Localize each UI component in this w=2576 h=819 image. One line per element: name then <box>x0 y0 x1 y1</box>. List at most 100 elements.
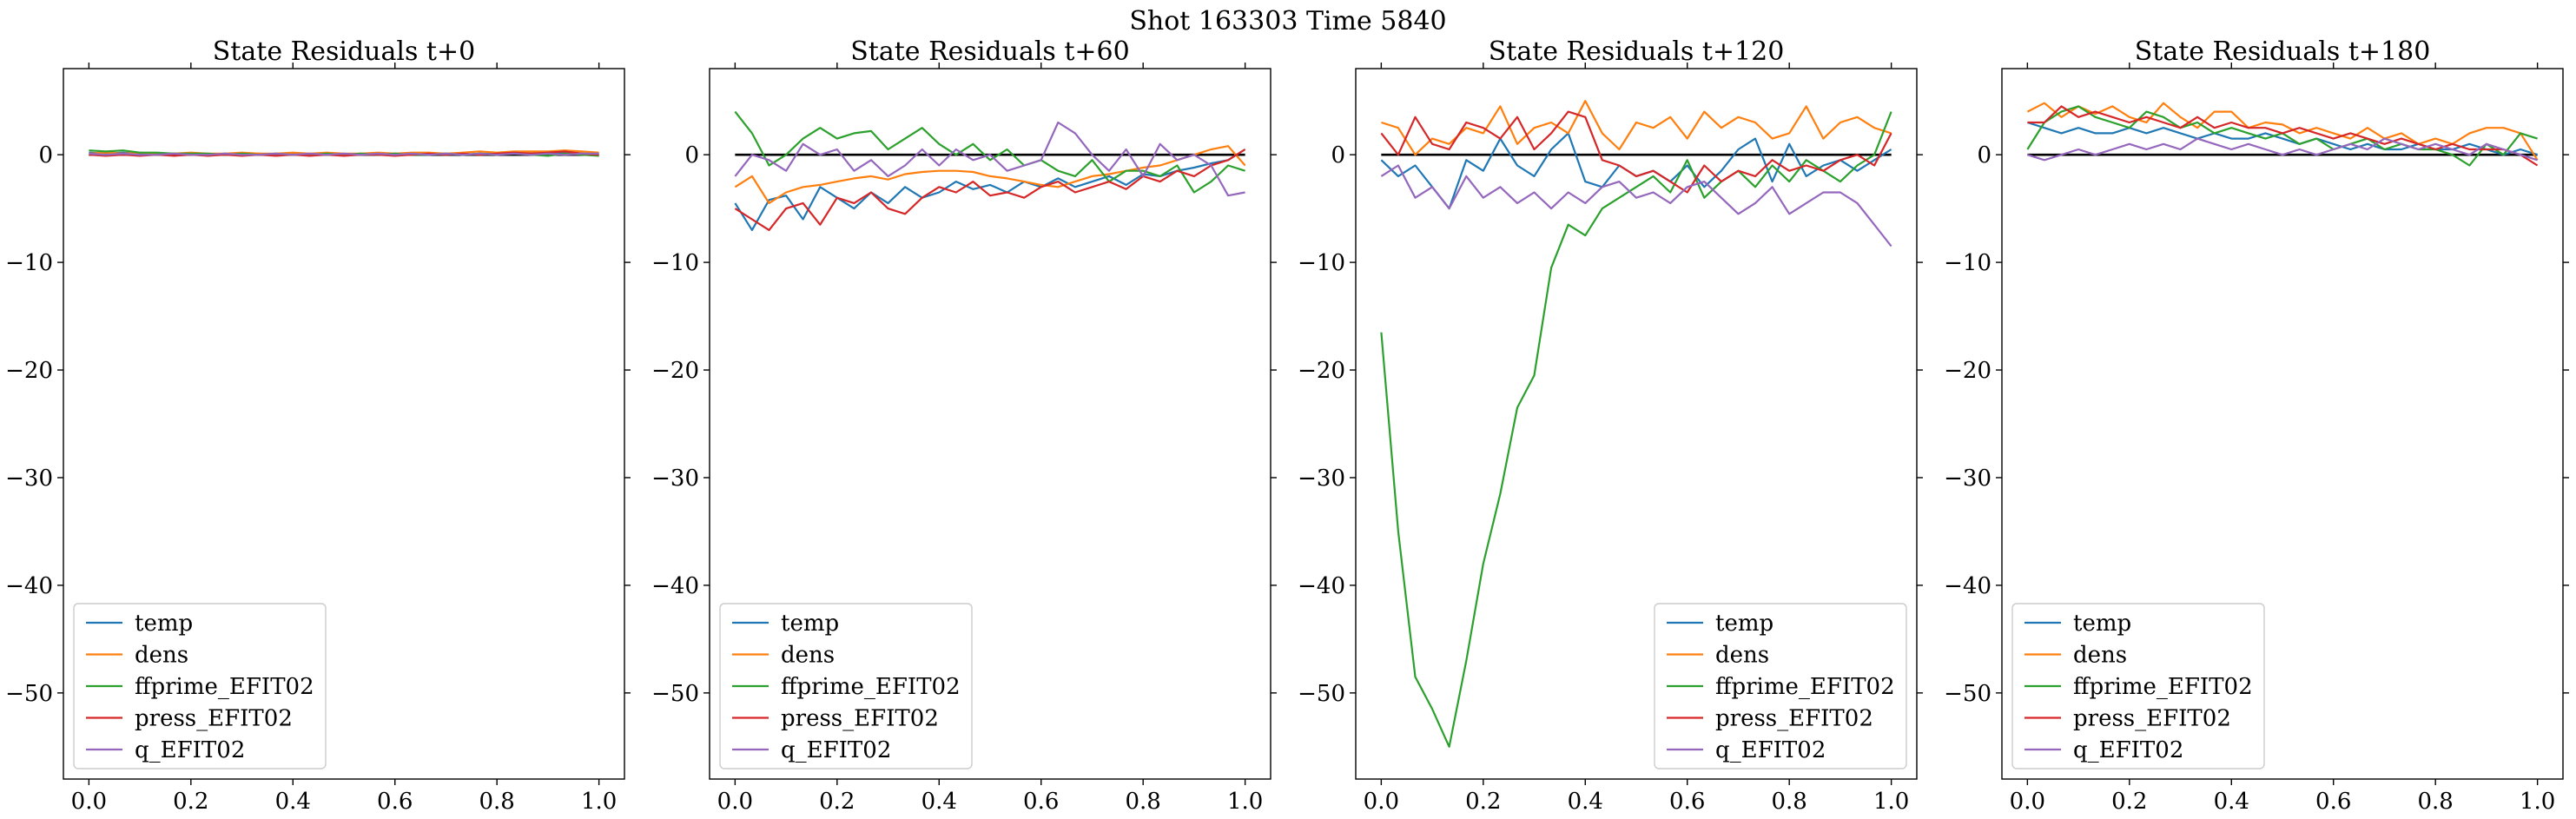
series-line-q_EFIT02 <box>89 152 599 156</box>
y-tick-label: −40 <box>5 573 53 599</box>
legend-box <box>719 603 973 769</box>
x-tick-label: 0.4 <box>275 789 311 815</box>
legend-label-q_EFIT02: q_EFIT02 <box>135 737 245 763</box>
legend-label-press_EFIT02: press_EFIT02 <box>781 706 939 732</box>
axes-frame <box>63 68 625 780</box>
y-tick-label: −40 <box>1298 573 1345 599</box>
legend-label-ffprime_EFIT02: ffprime_EFIT02 <box>781 674 961 700</box>
axes-frame <box>1355 68 1918 780</box>
x-tick-label: 0.0 <box>2010 789 2045 815</box>
chart-title: State Residuals t+120 <box>1489 36 1785 67</box>
legend-box <box>2011 603 2265 769</box>
x-tick-label: 0.2 <box>1465 789 1501 815</box>
y-tick-label: 0 <box>1977 142 1991 168</box>
series-line-ffprime_EFIT02 <box>1380 111 1892 748</box>
legend-label-dens: dens <box>781 643 835 669</box>
x-tick-label: 0.4 <box>2214 789 2249 815</box>
y-tick-label: −30 <box>1298 466 1345 492</box>
y-tick-label: −30 <box>651 466 699 492</box>
y-tick-label: −30 <box>5 466 53 492</box>
legend: temp dens ffprime_EFIT02 press_EFIT02 q_EFIT… <box>2011 603 2265 769</box>
chart-title: State Residuals t+0 <box>213 36 475 67</box>
series-line-ffprime_EFIT02 <box>734 110 1245 194</box>
series-line-press_EFIT02 <box>1380 110 1892 194</box>
legend-label-temp: temp <box>135 611 193 637</box>
x-tick-label: 0.8 <box>479 789 515 815</box>
legend-label-press_EFIT02: press_EFIT02 <box>1715 706 1873 732</box>
x-tick-label: 1.0 <box>1227 789 1263 815</box>
chart-panel-1: State Residuals t+0 0.0 0.2 0.4 0.6 0.8 1.0 0 −1… <box>5 36 631 815</box>
legend-label-q_EFIT02: q_EFIT02 <box>2073 737 2183 763</box>
y-tick-label: −10 <box>5 250 53 276</box>
x-tick-label: 0.8 <box>1772 789 1807 815</box>
y-tick-label: −20 <box>651 358 699 384</box>
legend-label-temp: temp <box>781 611 839 637</box>
y-tick-label: −50 <box>5 681 53 707</box>
x-tick-label: 0.0 <box>717 789 753 815</box>
axes-frame <box>709 68 1271 780</box>
x-tick-label: 1.0 <box>1873 789 1909 815</box>
legend-label-press_EFIT02: press_EFIT02 <box>135 706 293 732</box>
y-tick-label: 0 <box>684 142 699 168</box>
y-tick-label: −50 <box>1944 681 1991 707</box>
y-tick-label: −40 <box>1944 573 1991 599</box>
legend: temp dens ffprime_EFIT02 press_EFIT02 q_EFIT… <box>1654 603 1907 769</box>
x-tick-label: 0.4 <box>1568 789 1603 815</box>
x-tick-label: 0.4 <box>921 789 957 815</box>
legend-label-press_EFIT02: press_EFIT02 <box>2073 706 2231 732</box>
legend-label-ffprime_EFIT02: ffprime_EFIT02 <box>2073 674 2253 700</box>
y-tick-label: 0 <box>38 142 53 168</box>
legend: temp dens ffprime_EFIT02 press_EFIT02 q_EFIT… <box>73 603 327 769</box>
y-tick-label: −10 <box>1944 250 1991 276</box>
plot-area-group: State Residuals t+0 0.0 0.2 0.4 0.6 0.8 1.0 0 −1… <box>5 36 2569 815</box>
x-tick-label: 0.6 <box>1023 789 1059 815</box>
series-line-dens <box>734 145 1246 204</box>
series-line-dens <box>1381 100 1892 156</box>
legend-box <box>73 603 327 769</box>
series-line-q_EFIT02 <box>2027 137 2538 162</box>
x-tick-label: 0.0 <box>71 789 107 815</box>
chart-title: State Residuals t+180 <box>2135 36 2431 67</box>
legend-label-temp: temp <box>2073 611 2131 637</box>
x-tick-label: 0.2 <box>173 789 208 815</box>
y-tick-label: −50 <box>651 681 699 707</box>
legend-label-dens: dens <box>2073 643 2127 669</box>
axes-frame <box>2001 68 2564 780</box>
x-tick-label: 0.8 <box>1126 789 1161 815</box>
x-tick-label: 1.0 <box>581 789 617 815</box>
series-line-press_EFIT02 <box>2027 105 2539 167</box>
y-tick-label: −10 <box>1298 250 1345 276</box>
y-tick-label: 0 <box>1331 142 1345 168</box>
chart-panel-3: State Residuals t+120 0.0 0.2 0.4 0.6 0.8 1.0 0… <box>1298 36 1923 815</box>
chart-panel-2: State Residuals t+60 0.0 0.2 0.4 0.6 0.8 1.0 0 −… <box>651 36 1277 815</box>
series-line-q_EFIT02 <box>734 121 1245 197</box>
y-tick-label: −20 <box>5 358 53 384</box>
x-tick-label: 0.6 <box>377 789 413 815</box>
series-line-temp <box>734 149 1246 231</box>
y-tick-label: −20 <box>1298 358 1345 384</box>
chart-panel-4: State Residuals t+180 0.0 0.2 0.4 0.6 0.8 1.0 0… <box>1944 36 2569 815</box>
x-tick-label: 0.2 <box>2111 789 2147 815</box>
y-tick-label: −50 <box>1298 681 1345 707</box>
x-tick-label: 0.8 <box>2418 789 2454 815</box>
x-tick-label: 0.6 <box>1669 789 1705 815</box>
legend-label-temp: temp <box>1715 611 1773 637</box>
chart-title: State Residuals t+60 <box>850 36 1129 67</box>
legend-label-dens: dens <box>135 643 188 669</box>
series-line-press_EFIT02 <box>89 150 599 157</box>
legend-label-q_EFIT02: q_EFIT02 <box>1715 737 1826 763</box>
x-tick-label: 0.6 <box>2315 789 2351 815</box>
x-tick-label: 0.2 <box>819 789 855 815</box>
legend-label-dens: dens <box>1715 643 1769 669</box>
legend-box <box>1654 603 1907 769</box>
y-tick-label: −20 <box>1944 358 1991 384</box>
series-line-press_EFIT02 <box>734 149 1246 231</box>
y-tick-label: −30 <box>1944 466 1991 492</box>
legend: temp dens ffprime_EFIT02 press_EFIT02 q_EFIT… <box>719 603 973 769</box>
y-tick-label: −40 <box>651 573 699 599</box>
x-tick-label: 0.0 <box>1364 789 1399 815</box>
figure-suptitle: Shot 163303 Time 5840 <box>1129 6 1446 36</box>
legend-label-ffprime_EFIT02: ffprime_EFIT02 <box>135 674 314 700</box>
y-tick-label: −10 <box>651 250 699 276</box>
